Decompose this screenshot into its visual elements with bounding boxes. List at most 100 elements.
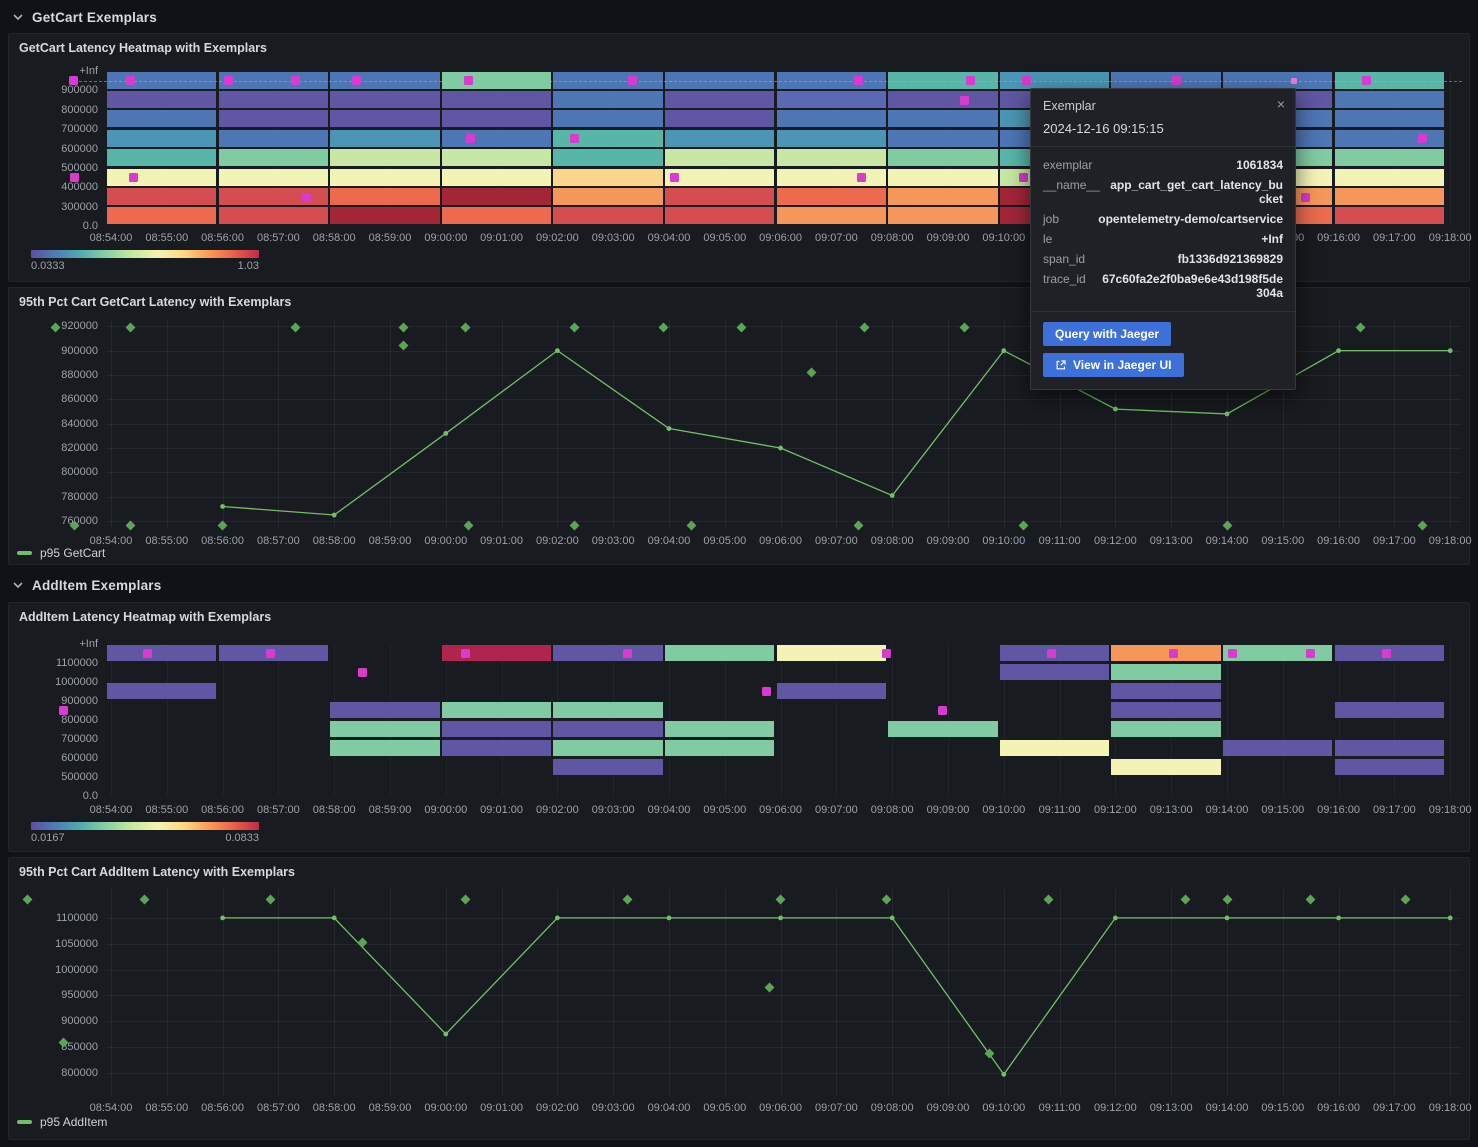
heatmap-cell[interactable] bbox=[776, 149, 886, 167]
exemplar-marker[interactable] bbox=[1169, 649, 1179, 658]
exemplar-marker[interactable] bbox=[1018, 173, 1028, 183]
data-point[interactable] bbox=[889, 915, 895, 921]
heatmap-cell[interactable] bbox=[888, 188, 998, 205]
heatmap-cell[interactable] bbox=[1223, 71, 1333, 89]
chevron-down-icon[interactable] bbox=[12, 11, 24, 23]
heatmap-cell[interactable] bbox=[218, 71, 328, 89]
exemplar-marker[interactable] bbox=[460, 649, 470, 658]
exemplar-marker[interactable] bbox=[628, 76, 638, 86]
view-in-jaeger-ui-button[interactable]: View in Jaeger UI bbox=[1043, 353, 1184, 377]
data-point[interactable] bbox=[555, 348, 560, 354]
heatmap-cell[interactable] bbox=[553, 720, 663, 738]
heatmap-cell[interactable] bbox=[553, 739, 663, 757]
heatmap-cell[interactable] bbox=[218, 91, 328, 108]
heatmap-cell[interactable] bbox=[553, 168, 663, 186]
getcart-line-plot[interactable]: 760000 780000 800000 820000 840000 860000 8800… bbox=[9, 288, 1472, 564]
heatmap-cell[interactable] bbox=[330, 149, 440, 167]
heatmap-cell[interactable] bbox=[888, 129, 998, 147]
exemplar-marker[interactable] bbox=[1228, 649, 1238, 658]
heatmap-cell[interactable] bbox=[218, 188, 328, 205]
data-point[interactable] bbox=[1001, 1071, 1007, 1077]
heatmap-cell[interactable] bbox=[107, 149, 217, 167]
exemplar-marker[interactable] bbox=[128, 173, 138, 183]
heatmap-cell[interactable] bbox=[665, 91, 775, 108]
data-point[interactable] bbox=[331, 512, 337, 518]
heatmap-cell[interactable] bbox=[441, 207, 552, 225]
heatmap-cell[interactable] bbox=[888, 168, 998, 186]
heatmap-cell[interactable] bbox=[888, 149, 998, 167]
heatmap-cell[interactable] bbox=[441, 91, 552, 108]
data-point[interactable] bbox=[443, 431, 449, 436]
heatmap-cell[interactable] bbox=[888, 91, 998, 108]
heatmap-cell[interactable] bbox=[218, 207, 328, 225]
exemplar-marker[interactable] bbox=[965, 76, 975, 86]
heatmap-cell[interactable] bbox=[553, 701, 663, 719]
heatmap-cell[interactable] bbox=[330, 720, 440, 738]
heatmap-cell[interactable] bbox=[1111, 720, 1221, 738]
heatmap-cell[interactable] bbox=[330, 168, 440, 186]
data-point[interactable] bbox=[331, 915, 337, 921]
data-point[interactable] bbox=[666, 426, 672, 431]
heatmap-cell[interactable] bbox=[1111, 644, 1221, 662]
heatmap-cell[interactable] bbox=[1111, 71, 1221, 89]
exemplar-marker[interactable] bbox=[762, 687, 772, 696]
heatmap-cell[interactable] bbox=[665, 644, 775, 662]
heatmap-cell[interactable] bbox=[1334, 110, 1444, 128]
heatmap-cell[interactable] bbox=[1334, 129, 1444, 147]
heatmap-cell[interactable] bbox=[888, 207, 998, 225]
data-point[interactable] bbox=[1447, 915, 1453, 921]
exemplar-marker[interactable] bbox=[1172, 76, 1182, 86]
heatmap-cell[interactable] bbox=[1334, 701, 1444, 719]
heatmap-cell[interactable] bbox=[665, 129, 775, 147]
heatmap-cell[interactable] bbox=[330, 207, 440, 225]
heatmap-cell[interactable] bbox=[776, 207, 886, 225]
exemplar-marker[interactable] bbox=[70, 173, 80, 183]
exemplar-marker[interactable] bbox=[223, 76, 233, 86]
query-with-jaeger-button[interactable]: Query with Jaeger bbox=[1043, 322, 1172, 346]
heatmap-cell[interactable] bbox=[776, 110, 886, 128]
heatmap-cell[interactable] bbox=[776, 188, 886, 205]
exemplar-marker[interactable] bbox=[1300, 192, 1310, 202]
exemplar-marker[interactable] bbox=[463, 76, 473, 86]
heatmap-cell[interactable] bbox=[1111, 682, 1221, 700]
heatmap-cell[interactable] bbox=[776, 91, 886, 108]
heatmap-cell[interactable] bbox=[665, 71, 775, 89]
heatmap-cell[interactable] bbox=[553, 758, 663, 776]
heatmap-cell[interactable] bbox=[1111, 701, 1221, 719]
heatmap-cell[interactable] bbox=[107, 207, 217, 225]
heatmap-cell[interactable] bbox=[1334, 758, 1444, 776]
exemplar-marker[interactable] bbox=[466, 134, 476, 144]
heatmap-cell[interactable] bbox=[441, 110, 552, 128]
heatmap-cell[interactable] bbox=[1334, 739, 1444, 757]
heatmap-cell[interactable] bbox=[1334, 188, 1444, 205]
heatmap-cell[interactable] bbox=[776, 168, 886, 186]
exemplar-marker[interactable] bbox=[126, 76, 136, 86]
heatmap-cell[interactable] bbox=[441, 188, 552, 205]
exemplar-marker[interactable] bbox=[1290, 77, 1297, 84]
heatmap-cell[interactable] bbox=[1334, 149, 1444, 167]
data-point[interactable] bbox=[1336, 915, 1341, 921]
heatmap-cell[interactable] bbox=[776, 129, 886, 147]
data-point[interactable] bbox=[1336, 348, 1341, 354]
heatmap-cell[interactable] bbox=[107, 91, 217, 108]
exemplar-marker[interactable] bbox=[142, 649, 152, 658]
additem-line-plot[interactable]: 800000 850000 900000 950000 1000000 1050000 11… bbox=[9, 858, 1472, 1139]
heatmap-cell[interactable] bbox=[441, 129, 552, 147]
heatmap-cell[interactable] bbox=[441, 149, 552, 167]
heatmap-cell[interactable] bbox=[330, 188, 440, 205]
heatmap-cell[interactable] bbox=[553, 188, 663, 205]
heatmap-cell[interactable] bbox=[665, 188, 775, 205]
heatmap-cell[interactable] bbox=[553, 149, 663, 167]
heatmap-cell[interactable] bbox=[218, 129, 328, 147]
heatmap-cell[interactable] bbox=[665, 110, 775, 128]
exemplar-marker[interactable] bbox=[882, 649, 892, 658]
heatmap-cell[interactable] bbox=[1334, 207, 1444, 225]
data-point[interactable] bbox=[220, 504, 226, 509]
data-point[interactable] bbox=[1001, 348, 1007, 354]
additem-heatmap-plot[interactable]: +Inf 1100000 1000000 900000 800000 700000 6000… bbox=[9, 603, 1472, 851]
heatmap-cell[interactable] bbox=[1334, 71, 1444, 89]
heatmap-cell[interactable] bbox=[776, 644, 886, 662]
data-point[interactable] bbox=[555, 915, 560, 921]
exemplar-marker[interactable] bbox=[1381, 649, 1391, 658]
heatmap-cell[interactable] bbox=[330, 701, 440, 719]
